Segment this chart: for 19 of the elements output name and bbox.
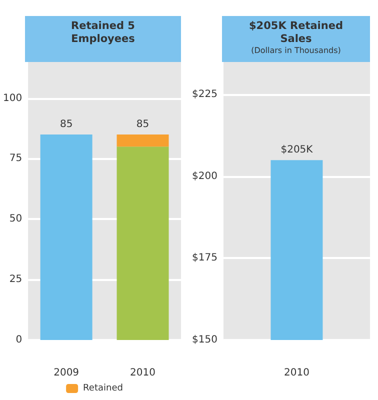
chart-title: $205K Retained Sales bbox=[248, 20, 344, 46]
y-tick-label: $175 bbox=[192, 252, 218, 264]
x-tick-label: 2010 bbox=[284, 368, 310, 378]
y-tick-label: 0 bbox=[16, 334, 22, 346]
data-label: $205K bbox=[280, 144, 314, 156]
y-tick-label: $225 bbox=[192, 89, 218, 100]
y-tick-label: 50 bbox=[9, 214, 22, 225]
x-tick-label: 2010 bbox=[130, 368, 156, 378]
total-label: 85 bbox=[60, 119, 73, 130]
y-tick-label: 25 bbox=[9, 274, 22, 286]
y-tick-label: 75 bbox=[9, 153, 22, 164]
y-tick-label: 100 bbox=[2, 92, 22, 104]
chart-title: Retained 5 Employees bbox=[70, 20, 136, 46]
chart-subtitle: (Dollars in Thousands) bbox=[250, 46, 342, 56]
y-tick-label: $150 bbox=[192, 334, 218, 346]
legend-label: Retained bbox=[83, 384, 123, 394]
total-label: 85 bbox=[136, 119, 150, 130]
y-tick-label: $200 bbox=[192, 170, 218, 182]
x-tick-label: 2009 bbox=[54, 368, 80, 378]
